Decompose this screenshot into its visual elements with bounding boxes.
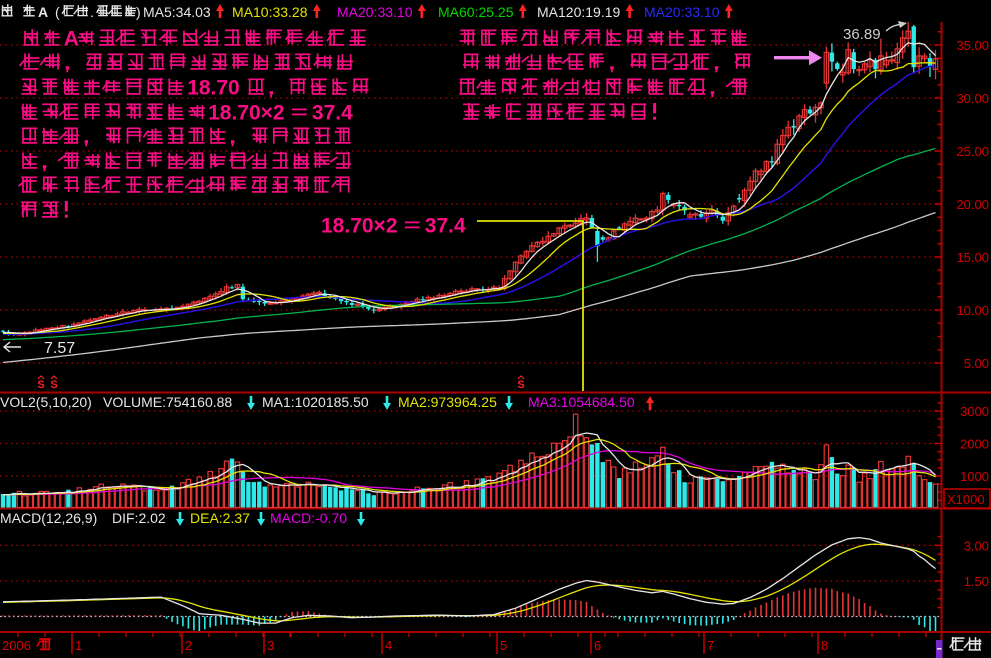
svg-text:1: 1 bbox=[75, 638, 82, 653]
svg-text:37.4: 37.4 bbox=[425, 215, 466, 238]
svg-text:MA2:973964.25: MA2:973964.25 bbox=[398, 394, 497, 410]
svg-text:8: 8 bbox=[821, 638, 828, 653]
svg-text:MA3:1054684.50: MA3:1054684.50 bbox=[528, 394, 635, 410]
svg-text:MA5:34.03: MA5:34.03 bbox=[143, 4, 211, 20]
svg-text:18.70×2: 18.70×2 bbox=[208, 102, 285, 125]
svg-text:5.00: 5.00 bbox=[964, 356, 989, 371]
svg-text:20.00: 20.00 bbox=[956, 197, 989, 212]
svg-text:): ) bbox=[136, 4, 141, 20]
svg-text:5: 5 bbox=[500, 638, 507, 653]
svg-text:6: 6 bbox=[594, 638, 601, 653]
svg-text:37.4: 37.4 bbox=[312, 102, 353, 125]
svg-text:15.00: 15.00 bbox=[956, 250, 989, 265]
svg-text:MA60:25.25: MA60:25.25 bbox=[438, 4, 514, 20]
svg-text:MA20:33.10: MA20:33.10 bbox=[337, 4, 413, 20]
svg-text:4: 4 bbox=[385, 638, 392, 653]
svg-text:S: S bbox=[37, 379, 44, 391]
svg-text:1.50: 1.50 bbox=[964, 574, 989, 589]
svg-text:MA120:19.19: MA120:19.19 bbox=[537, 4, 620, 20]
svg-text:VOLUME:754160.88: VOLUME:754160.88 bbox=[103, 394, 232, 410]
svg-text:MA10:33.28: MA10:33.28 bbox=[232, 4, 308, 20]
svg-text:1000: 1000 bbox=[960, 469, 989, 484]
svg-text:X1000: X1000 bbox=[947, 492, 985, 507]
svg-text:3000: 3000 bbox=[960, 404, 989, 419]
svg-text:S: S bbox=[517, 379, 524, 391]
svg-text:3: 3 bbox=[267, 638, 274, 653]
svg-text:36.89: 36.89 bbox=[843, 26, 881, 43]
svg-text:18.70×2: 18.70×2 bbox=[321, 215, 398, 238]
svg-text:MACD(12,26,9): MACD(12,26,9) bbox=[0, 510, 97, 526]
svg-text:2: 2 bbox=[185, 638, 192, 653]
svg-text:18.70: 18.70 bbox=[187, 77, 240, 100]
svg-text:7.57: 7.57 bbox=[44, 340, 75, 357]
svg-text:(: ( bbox=[55, 4, 60, 20]
svg-text:35.00: 35.00 bbox=[956, 38, 989, 53]
svg-text:DIF:2.02: DIF:2.02 bbox=[112, 510, 166, 526]
svg-text:VOL2(5,10,20): VOL2(5,10,20) bbox=[0, 394, 92, 410]
svg-text:A: A bbox=[64, 28, 79, 51]
svg-text:7: 7 bbox=[707, 638, 714, 653]
svg-text:2000: 2000 bbox=[960, 437, 989, 452]
svg-text:.: . bbox=[90, 4, 94, 20]
svg-text:MA1:1020185.50: MA1:1020185.50 bbox=[262, 394, 369, 410]
svg-text:MACD:-0.70: MACD:-0.70 bbox=[270, 510, 347, 526]
svg-text:2006: 2006 bbox=[2, 638, 31, 653]
svg-text:DEA:2.37: DEA:2.37 bbox=[190, 510, 250, 526]
svg-text:10.00: 10.00 bbox=[956, 303, 989, 318]
svg-text:3.00: 3.00 bbox=[964, 538, 989, 553]
svg-text:30.00: 30.00 bbox=[956, 91, 989, 106]
svg-text:MA20:33.10: MA20:33.10 bbox=[644, 4, 720, 20]
svg-text:25.00: 25.00 bbox=[956, 144, 989, 159]
svg-text:A: A bbox=[38, 4, 48, 20]
svg-text:S: S bbox=[50, 379, 57, 391]
